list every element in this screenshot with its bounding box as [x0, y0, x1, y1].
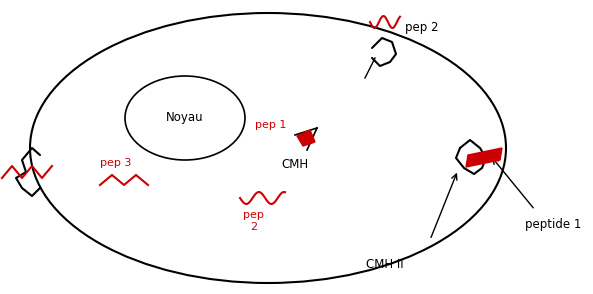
Text: CMH II: CMH II	[366, 258, 404, 271]
Text: peptide 1: peptide 1	[525, 218, 581, 231]
Text: pep 3: pep 3	[100, 158, 132, 168]
Polygon shape	[466, 148, 502, 167]
Ellipse shape	[125, 76, 245, 160]
Text: pep 2: pep 2	[405, 21, 438, 34]
Text: Noyau: Noyau	[166, 111, 204, 124]
Text: pep: pep	[243, 210, 264, 220]
Text: 2: 2	[250, 222, 257, 232]
Text: pep 1: pep 1	[255, 120, 286, 130]
Polygon shape	[297, 130, 315, 146]
Text: CMH: CMH	[282, 158, 308, 171]
Ellipse shape	[30, 13, 506, 283]
